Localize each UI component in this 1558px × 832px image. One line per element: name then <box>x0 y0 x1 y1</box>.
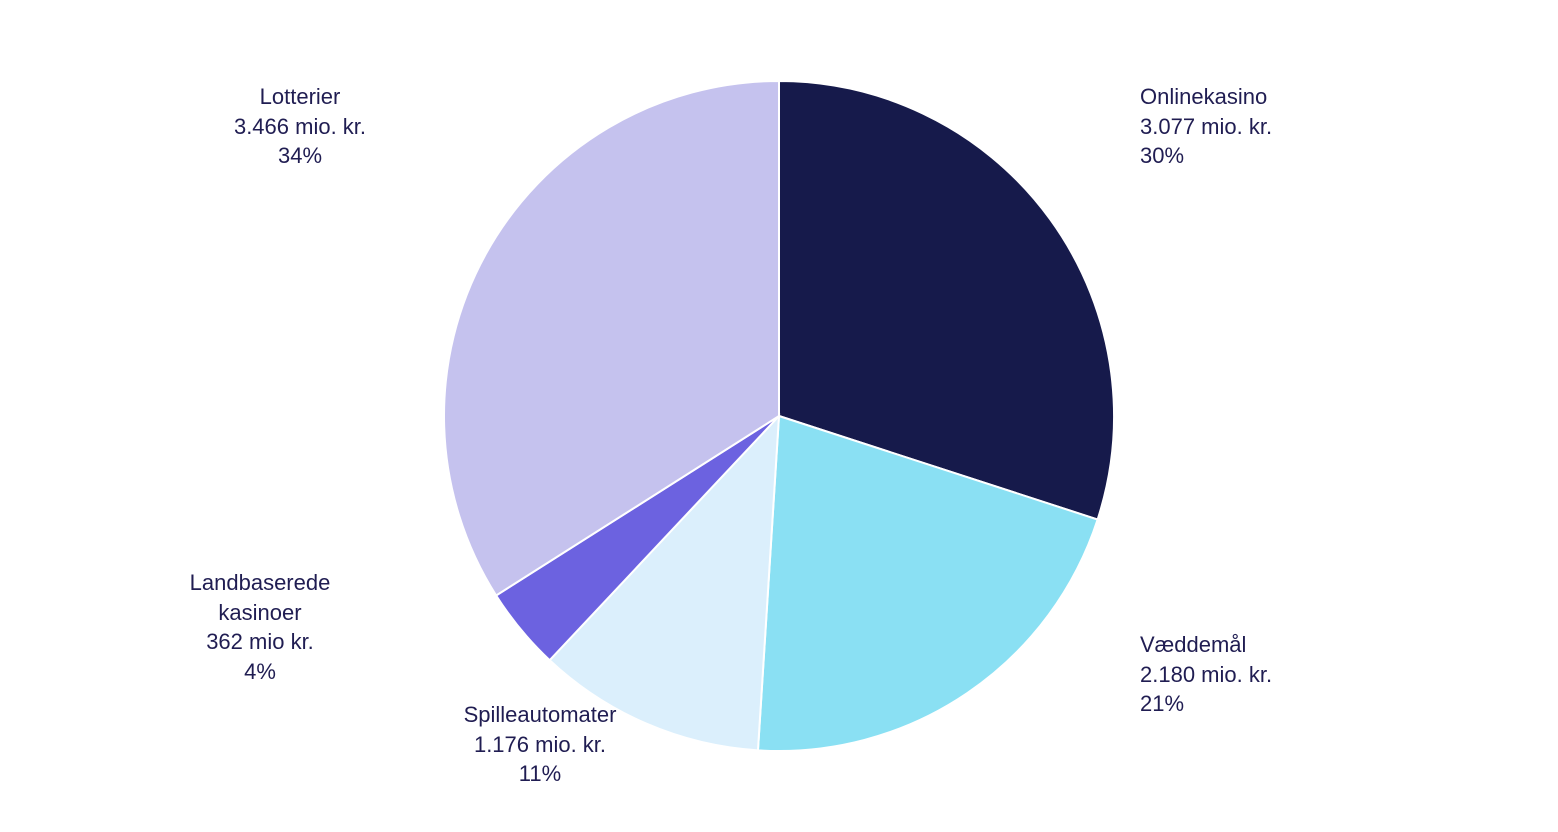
slice-percent: 30% <box>1140 143 1184 168</box>
slice-name: Onlinekasino <box>1140 84 1267 109</box>
pie-slice-label: Onlinekasino 3.077 mio. kr. 30% <box>1140 82 1272 171</box>
slice-name: Landbaseredekasinoer <box>190 570 331 625</box>
slice-amount: 1.176 mio. kr. <box>474 732 606 757</box>
slice-percent: 4% <box>244 659 276 684</box>
pie-slice-label: Landbaseredekasinoer 362 mio kr. 4% <box>190 568 331 687</box>
slice-percent: 34% <box>278 143 322 168</box>
slice-amount: 3.466 mio. kr. <box>234 114 366 139</box>
pie-slice-label: Lotterier 3.466 mio. kr. 34% <box>234 82 366 171</box>
slice-amount: 362 mio kr. <box>206 629 314 654</box>
slice-percent: 11% <box>519 761 561 786</box>
slice-amount: 3.077 mio. kr. <box>1140 114 1272 139</box>
slice-amount: 2.180 mio. kr. <box>1140 662 1272 687</box>
slice-name: Spilleautomater <box>464 702 617 727</box>
slice-name: Lotterier <box>260 84 341 109</box>
pie-slice-label: Spilleautomater 1.176 mio. kr. 11% <box>464 700 617 789</box>
slice-percent: 21% <box>1140 691 1184 716</box>
pie-slice-label: Væddemål 2.180 mio. kr. 21% <box>1140 630 1272 719</box>
slice-name: Væddemål <box>1140 632 1246 657</box>
pie-chart-container: Onlinekasino 3.077 mio. kr. 30% Væddemål 2.1… <box>0 0 1558 832</box>
